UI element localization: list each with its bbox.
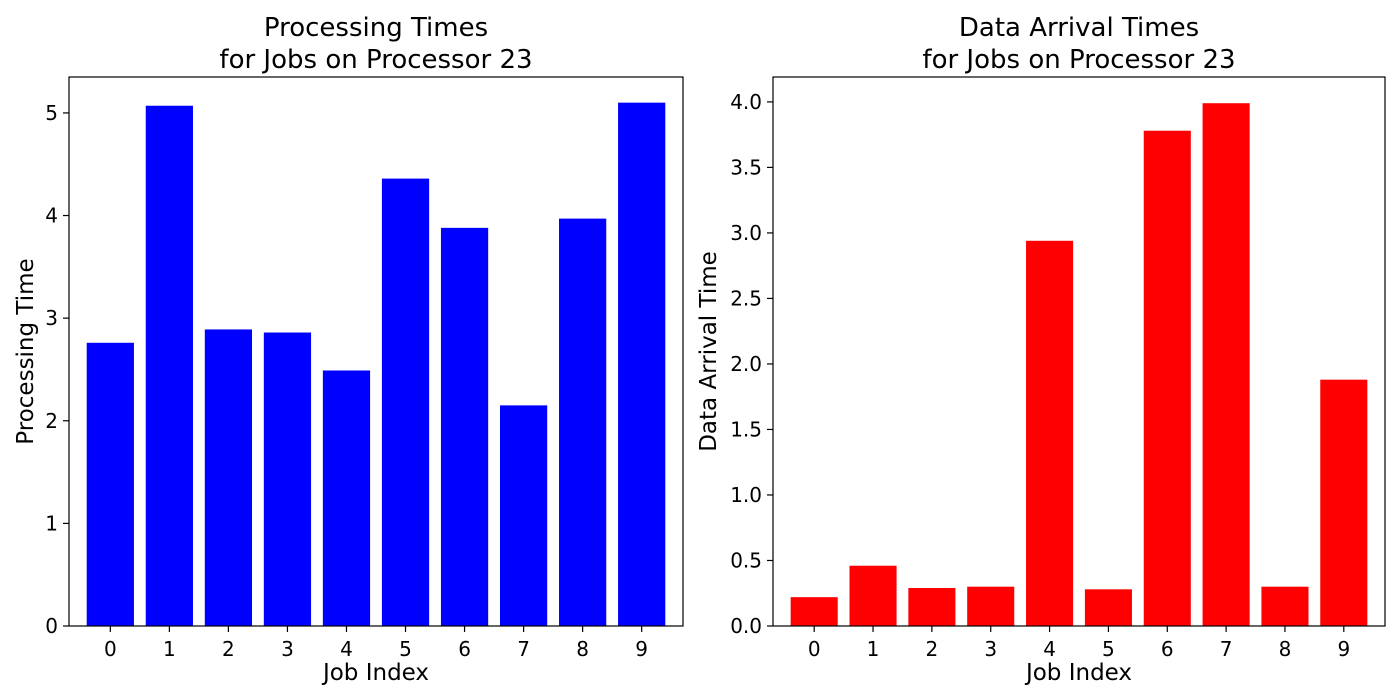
chart-title: Data Arrival Times <box>959 13 1199 43</box>
x-tick-label: 7 <box>517 637 530 661</box>
x-tick-label: 3 <box>281 637 294 661</box>
chart-title: Processing Times <box>264 13 488 43</box>
bar <box>263 332 312 626</box>
x-tick-label: 4 <box>1043 637 1056 661</box>
bar <box>381 178 430 627</box>
y-axis-label: Processing Time <box>13 258 39 444</box>
x-tick-label: 1 <box>163 637 176 661</box>
bar <box>559 218 607 627</box>
x-tick-label: 5 <box>1102 637 1115 661</box>
x-tick-label: 2 <box>222 637 235 661</box>
x-axis-label: Job Index <box>1024 660 1132 686</box>
x-axis-label: Job Index <box>321 660 429 686</box>
axes-frame <box>68 76 684 627</box>
bar <box>1202 103 1250 626</box>
chart-title: for Jobs on Processor 23 <box>219 45 532 75</box>
x-tick-label: 3 <box>984 637 997 661</box>
x-tick-label: 6 <box>1161 637 1174 661</box>
y-tick-label: 3.0 <box>730 221 762 245</box>
bar <box>322 370 371 626</box>
bar <box>1084 589 1132 626</box>
x-tick-label: 8 <box>576 637 589 661</box>
y-tick-label: 5 <box>45 101 58 125</box>
x-tick-label: 1 <box>867 637 880 661</box>
y-tick-label: 2.0 <box>730 352 762 376</box>
y-tick-label: 0.0 <box>730 614 762 638</box>
bar <box>1320 379 1368 626</box>
x-tick-label: 7 <box>1220 637 1233 661</box>
x-tick-label: 4 <box>340 637 353 661</box>
axes-frame <box>772 76 1386 627</box>
y-tick-label: 4.0 <box>730 90 762 114</box>
y-axis-label: Data Arrival Time <box>696 251 722 452</box>
bar <box>1261 586 1309 626</box>
bar <box>204 329 253 626</box>
x-tick-label: 5 <box>399 637 412 661</box>
chart-title: for Jobs on Processor 23 <box>922 45 1235 75</box>
y-tick-label: 2.5 <box>730 286 762 310</box>
bar <box>967 586 1015 626</box>
y-tick-label: 1.0 <box>730 483 762 507</box>
bar <box>440 227 489 626</box>
x-tick-label: 6 <box>458 637 471 661</box>
y-tick-label: 4 <box>45 204 58 228</box>
x-tick-label: 8 <box>1279 637 1292 661</box>
bar <box>86 342 134 626</box>
data-arrival-times-chart: 0 1 2 3 4 5 6 7 8 9 0.0 0.5 1.0 1.5 2.0 2.5 3.0 3.5 4.0 Dat… <box>696 13 1386 686</box>
bar <box>499 405 548 626</box>
x-tick-label: 0 <box>104 637 117 661</box>
bar <box>145 105 193 626</box>
bar <box>618 102 666 627</box>
bar <box>908 588 956 626</box>
y-tick-label: 0 <box>45 614 58 638</box>
y-tick-label: 2 <box>45 409 58 433</box>
y-tick-label: 1 <box>45 511 58 535</box>
bar <box>849 565 897 626</box>
x-tick-label: 0 <box>808 637 821 661</box>
x-tick-label: 2 <box>926 637 939 661</box>
y-tick-label: 3 <box>45 306 58 330</box>
x-tick-label: 9 <box>1337 637 1350 661</box>
x-tick-label: 9 <box>635 637 648 661</box>
y-tick-label: 3.5 <box>730 155 762 179</box>
bar <box>1143 130 1191 626</box>
bar <box>1026 240 1074 626</box>
y-tick-label: 1.5 <box>730 417 762 441</box>
bar <box>790 597 838 626</box>
y-tick-label: 0.5 <box>730 548 762 572</box>
